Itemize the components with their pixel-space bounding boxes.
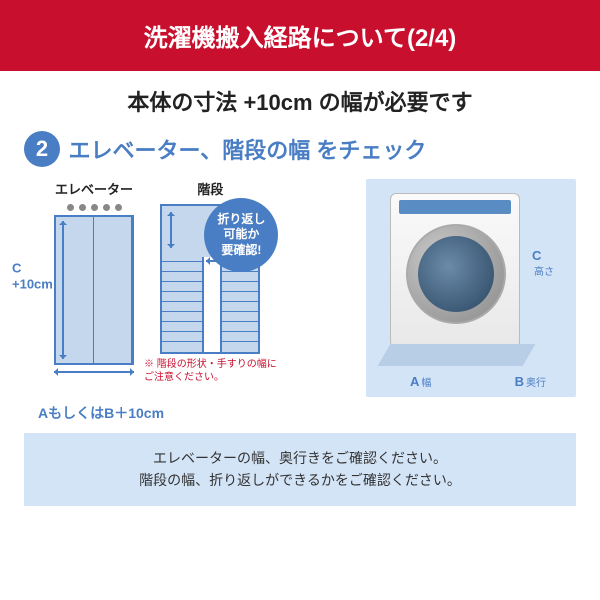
stairs-height-arrow-icon	[170, 212, 172, 248]
step-header: 2 エレベーター、階段の幅 をチェック	[0, 131, 600, 179]
check-bubble: 折り返し 可能か 要確認!	[204, 198, 278, 272]
header-title: 洗濯機搬入経路について(2/4)	[144, 25, 457, 52]
elevator-diagram	[54, 215, 134, 365]
step-number-badge: 2	[24, 131, 60, 167]
elevator-column: エレベーター C +10cm	[54, 179, 134, 373]
step-text: エレベーター、階段の幅 をチェック	[68, 138, 426, 163]
footer-line-1: エレベーターの幅、奥行きをご確認ください。	[38, 447, 562, 469]
footer-note: エレベーターの幅、奥行きをご確認ください。 階段の幅、折り返しができるかをご確認…	[24, 433, 576, 506]
subtitle: 本体の寸法 +10cm の幅が必要です	[0, 71, 600, 131]
stairs-column: 階段 折り返し 可能か 要確認! ※ 階段の形状・手すりの幅に ご注意ください。	[144, 179, 277, 384]
width-arrow-icon	[54, 371, 134, 373]
elevator-label: エレベーター	[55, 179, 133, 198]
dim-c-label: C高さ	[532, 248, 554, 278]
washing-machine-icon	[390, 193, 525, 348]
caution-text: ※ 階段の形状・手すりの幅に ご注意ください。	[144, 358, 277, 384]
header-banner: 洗濯機搬入経路について(2/4)	[0, 0, 600, 71]
a-or-b-label: AもしくはB＋10cm	[38, 403, 576, 423]
washing-machine-panel: C高さ A幅 B奥行	[366, 179, 576, 397]
elevator-indicator-dots	[67, 204, 122, 211]
c-plus-10-label: C +10cm	[12, 260, 53, 291]
height-arrow-icon	[62, 221, 64, 359]
dim-a-label: A幅	[410, 374, 431, 389]
footer-line-2: 階段の幅、折り返しができるかをご確認ください。	[38, 469, 562, 491]
diagram-row: エレベーター C +10cm 階段	[0, 179, 600, 397]
stairs-label: 階段	[197, 179, 223, 198]
dim-b-label: B奥行	[515, 374, 546, 389]
